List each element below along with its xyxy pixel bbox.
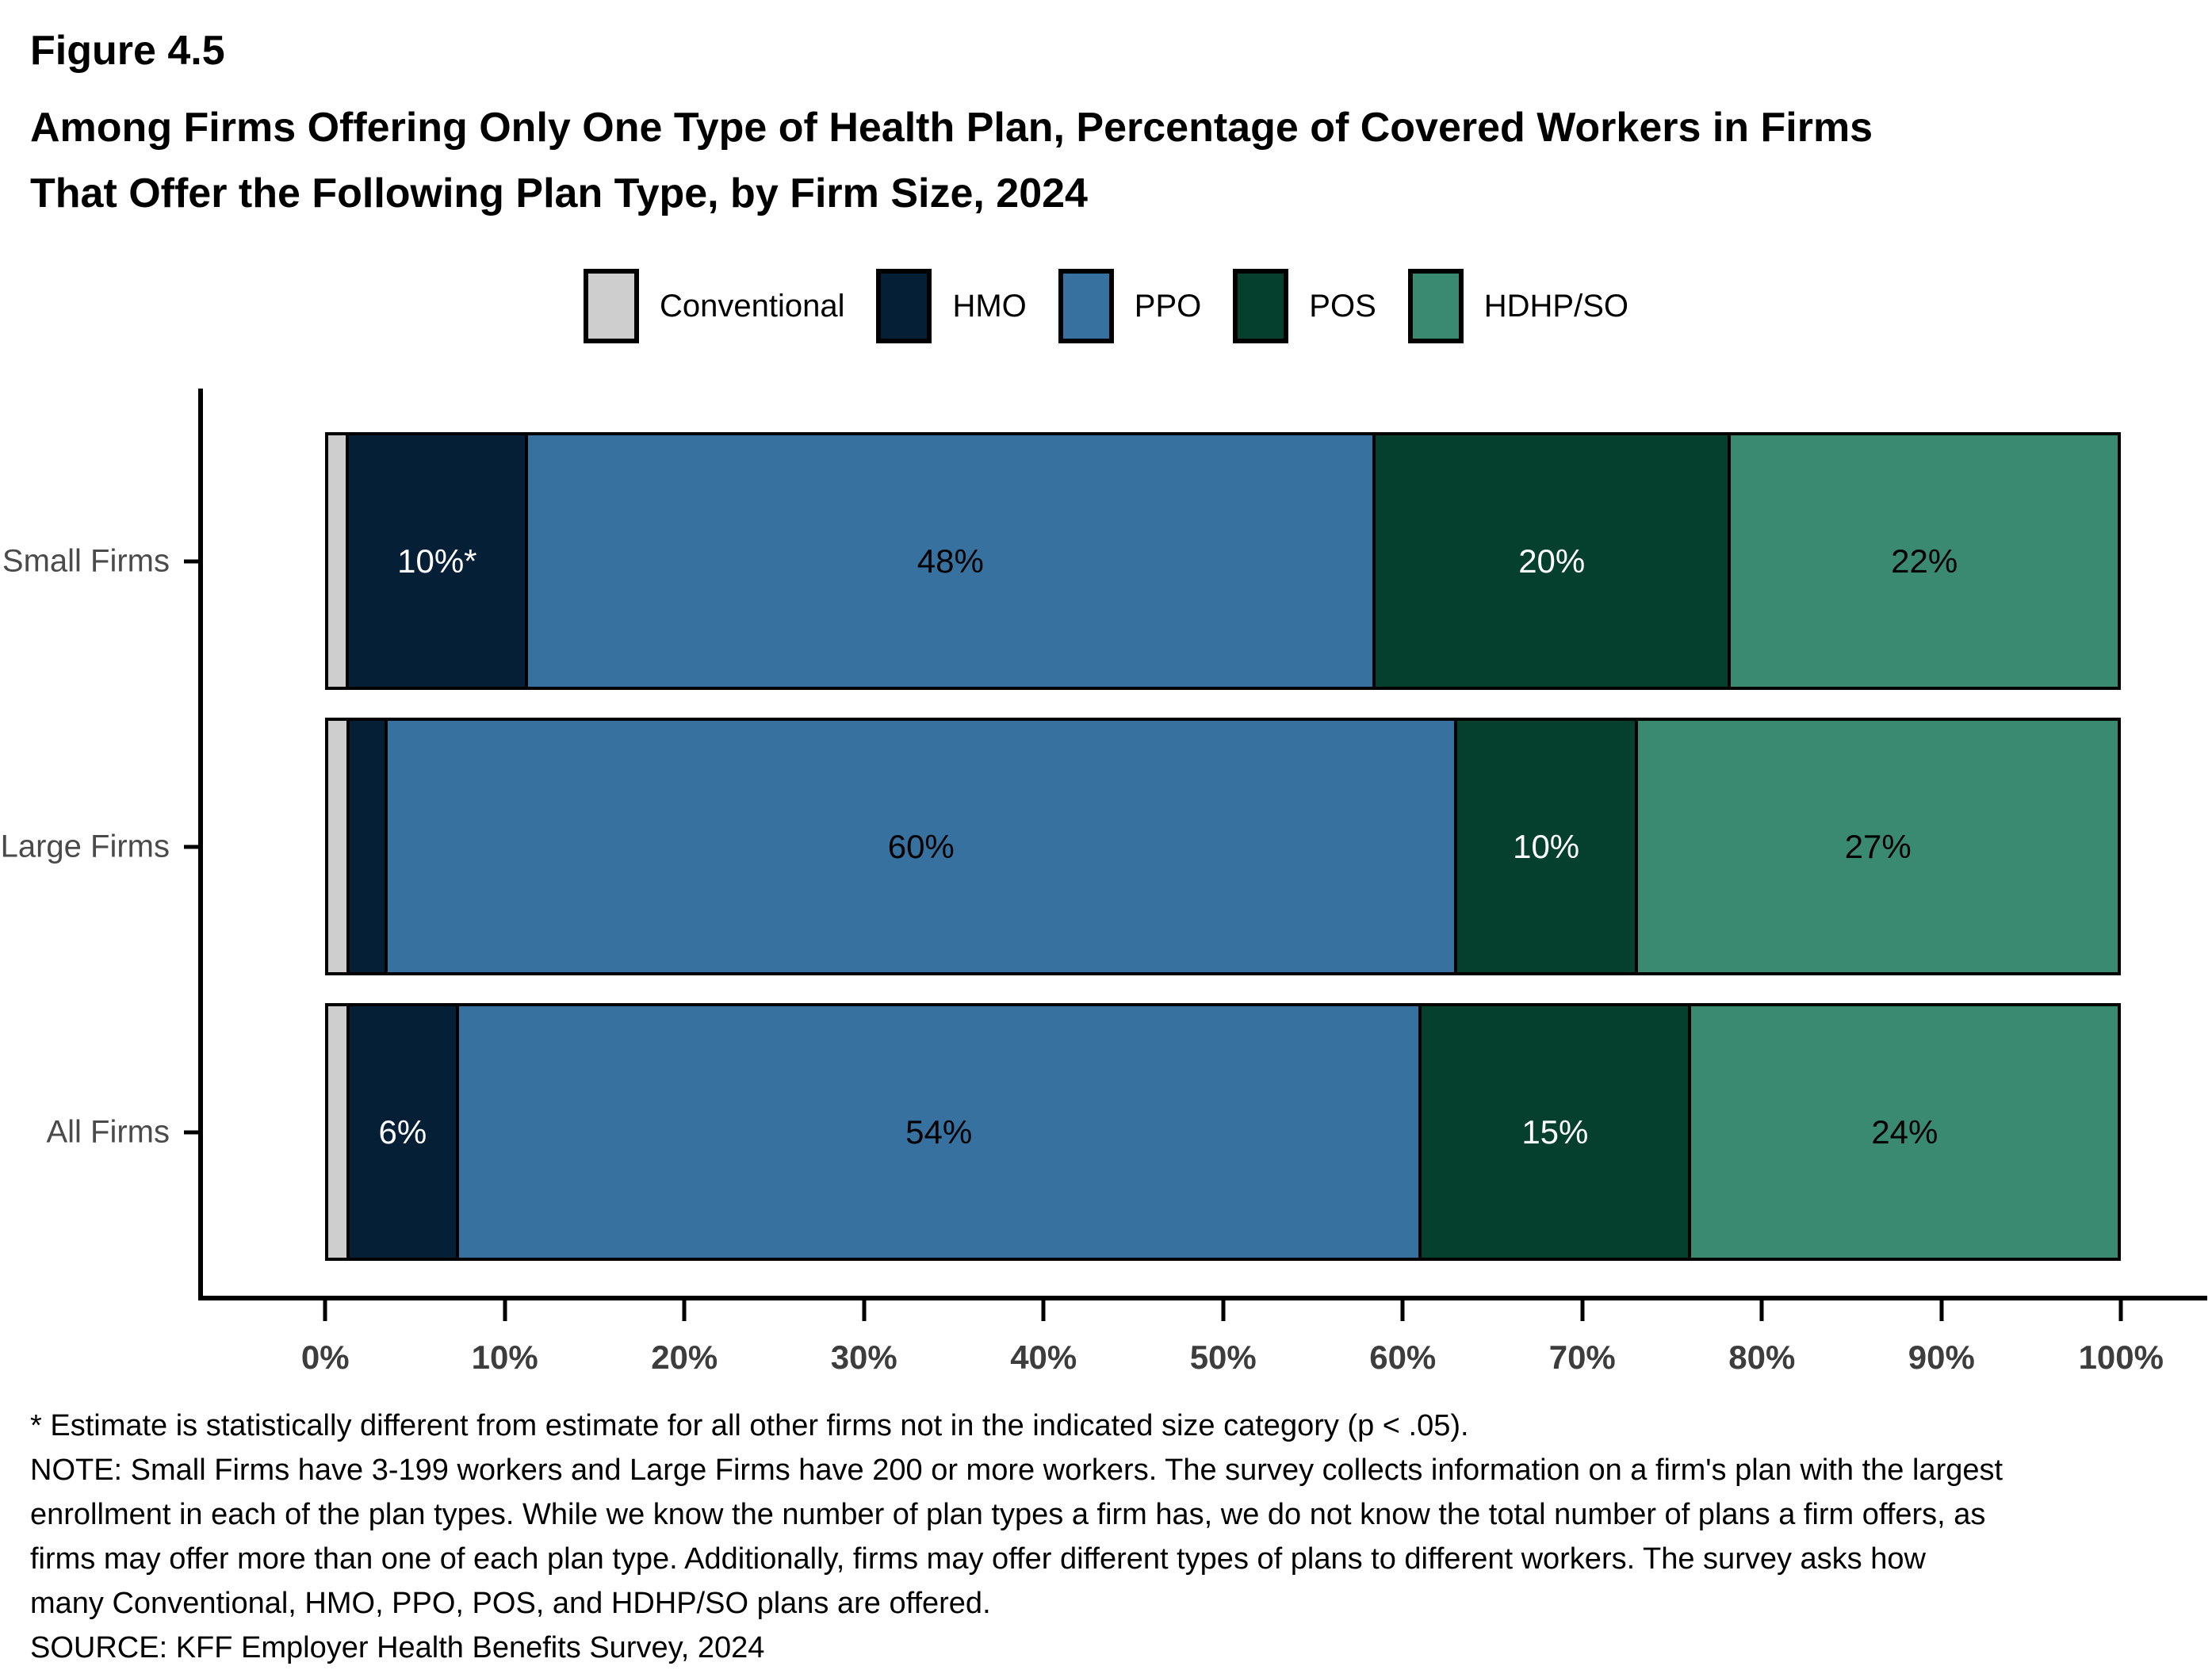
legend-item-conventional: Conventional	[583, 269, 845, 343]
x-axis-tick-label: 90%	[1908, 1339, 1975, 1376]
bar-segment-ppo: 60%	[388, 721, 1458, 972]
bar-track: 10%* 48% 20% 22% 60% 10% 27% 6% 54% 15% 24% 0% 10% 20…	[301, 389, 2164, 1376]
x-axis-tick-label: 0%	[300, 1339, 350, 1376]
footnote-note: many Conventional, HMO, PPO, POS, and HD…	[30, 1587, 991, 1620]
legend-label: POS	[1309, 288, 1376, 324]
y-axis-label-all-firms: All Firms	[46, 1114, 170, 1149]
bar-value-label: 20%	[1518, 542, 1586, 580]
x-axis-tick	[1939, 1300, 1944, 1321]
legend-item-pos: POS	[1233, 269, 1376, 343]
y-axis: Small Firms Large Firms All Firms	[0, 389, 198, 1300]
bar-value-label: 10%*	[397, 542, 477, 580]
plot-panel: 10%* 48% 20% 22% 60% 10% 27% 6% 54% 15% 24% 0% 10% 20…	[198, 389, 2207, 1376]
x-axis-tick	[1580, 1300, 1585, 1321]
legend-item-hdhp-so: HDHP/SO	[1407, 269, 1629, 343]
x-axis-tick	[1221, 1300, 1226, 1321]
footnote-note: NOTE: Small Firms have 3-199 workers and…	[30, 1454, 2003, 1487]
bar-value-label: 27%	[1844, 827, 1912, 865]
x-axis-tick-label: 60%	[1369, 1339, 1437, 1376]
bar-row-small-firms: 10%* 48% 20% 22%	[325, 432, 2122, 690]
bar-segment-ppo: 54%	[459, 1006, 1422, 1258]
footnote-note: enrollment in each of the plan types. Wh…	[30, 1498, 1986, 1531]
bar-segment-conventional	[328, 435, 350, 687]
footnote-note: firms may offer more than one of each pl…	[30, 1542, 1926, 1576]
x-axis-tick	[503, 1300, 507, 1321]
stacked-bar-chart: Small Firms Large Firms All Firms 10%* 48% 2…	[0, 389, 2212, 1376]
chart-title-line-1: Among Firms Offering Only One Type of He…	[30, 105, 1873, 151]
x-axis-tick-label: 20%	[651, 1339, 718, 1376]
bar-value-label: 48%	[917, 542, 984, 580]
legend-item-hmo: HMO	[876, 269, 1027, 343]
x-axis-tick	[1400, 1300, 1405, 1321]
x-axis-tick-label: 100%	[2078, 1339, 2164, 1376]
x-axis-tick	[682, 1300, 687, 1321]
x-axis-tick	[862, 1300, 867, 1321]
legend-swatch	[1058, 269, 1114, 343]
y-axis-tick	[184, 845, 198, 848]
legend-swatch	[1233, 269, 1289, 343]
legend-label: HDHP/SO	[1483, 288, 1629, 324]
x-axis-tick-label: 70%	[1548, 1339, 1616, 1376]
bar-value-label: 22%	[1891, 542, 1958, 580]
bar-segment-hmo	[349, 721, 388, 972]
bar-value-label: 10%	[1513, 827, 1580, 865]
x-axis-tick	[1759, 1300, 1764, 1321]
chart-title-line-2: That Offer the Following Plan Type, by F…	[30, 170, 1088, 217]
x-axis-tick-label: 80%	[1728, 1339, 1796, 1376]
figure-number: Figure 4.5	[30, 28, 225, 74]
y-axis-label-large-firms: Large Firms	[0, 829, 170, 864]
x-axis-tick-label: 40%	[1010, 1339, 1077, 1376]
x-axis-tick	[1041, 1300, 1046, 1321]
y-axis-label-small-firms: Small Firms	[2, 543, 170, 578]
footnote-source: SOURCE: KFF Employer Health Benefits Sur…	[30, 1631, 765, 1664]
x-axis-tick-label: 50%	[1189, 1339, 1257, 1376]
bar-segment-pos: 20%	[1376, 435, 1732, 687]
y-axis-tick	[184, 559, 198, 563]
legend-item-ppo: PPO	[1058, 269, 1201, 343]
bar-segment-hmo: 6%	[349, 1006, 460, 1258]
title-block: Figure 4.5 Among Firms Offering Only One…	[30, 30, 2182, 227]
legend-swatch	[1407, 269, 1464, 343]
bar-row-large-firms: 60% 10% 27%	[325, 718, 2122, 975]
footnote-significance: * Estimate is statistically different fr…	[30, 1409, 1469, 1442]
bar-value-label: 60%	[887, 827, 955, 865]
legend-swatch	[583, 269, 639, 343]
bar-value-label: 15%	[1521, 1113, 1589, 1151]
bar-segment-hmo: 10%*	[349, 435, 529, 687]
legend-label: HMO	[952, 288, 1027, 324]
bar-segment-conventional	[328, 1006, 350, 1258]
y-axis-tick	[184, 1130, 198, 1134]
bar-segment-ppo: 48%	[528, 435, 1376, 687]
bar-segment-conventional	[328, 721, 350, 972]
legend-label: Conventional	[659, 288, 845, 324]
x-axis-tick	[323, 1300, 327, 1321]
x-axis-tick	[2118, 1300, 2123, 1321]
bar-value-label: 24%	[1871, 1113, 1938, 1151]
bar-value-label: 6%	[378, 1113, 427, 1151]
bar-segment-pos: 15%	[1422, 1006, 1692, 1258]
bar-value-label: 54%	[905, 1113, 973, 1151]
x-axis-tick-label: 30%	[830, 1339, 897, 1376]
footnotes: * Estimate is statistically different fr…	[30, 1404, 2182, 1670]
bar-segment-hdhp-so: 27%	[1638, 721, 2118, 972]
legend: Conventional HMO PPO POS HDHP/SO	[0, 268, 2212, 344]
legend-label: PPO	[1134, 288, 1202, 324]
bar-row-all-firms: 6% 54% 15% 24%	[325, 1003, 2122, 1261]
bar-segment-hdhp-so: 24%	[1691, 1006, 2118, 1258]
x-axis-tick-label: 10%	[471, 1339, 538, 1376]
bar-segment-pos: 10%	[1457, 721, 1639, 972]
bar-segment-hdhp-so: 22%	[1731, 435, 2118, 687]
legend-swatch	[876, 269, 932, 343]
